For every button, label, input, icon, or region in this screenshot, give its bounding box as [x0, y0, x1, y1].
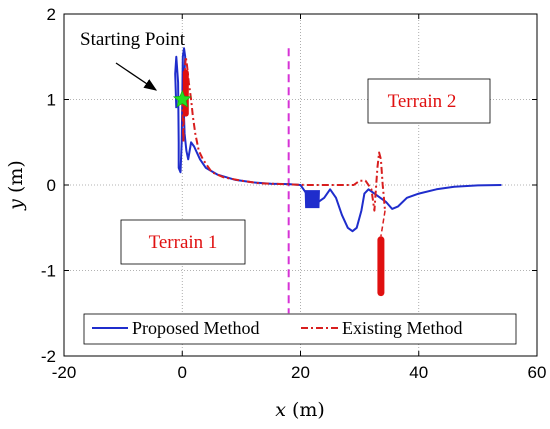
terrain-2-box	[367, 78, 491, 124]
x-tick-label: 20	[291, 363, 310, 382]
series-existing-oscillation	[377, 236, 385, 297]
marker-layer	[172, 89, 192, 108]
starting-point-label: Starting Point	[80, 29, 186, 50]
terrain-1-label: Terrain 1	[149, 232, 218, 253]
legend: Proposed Method Existing Method	[83, 313, 517, 345]
y-tick-label: 0	[47, 176, 56, 195]
series-existing-start-oscillation	[182, 69, 189, 117]
x-tick-label: 40	[409, 363, 428, 382]
series-existing-descent	[380, 210, 386, 237]
legend-proposed-label: Proposed Method	[132, 318, 260, 338]
y-tick-label: -1	[41, 262, 56, 281]
series-line-proposed	[174, 47, 502, 233]
starting-point-arrow	[115, 62, 158, 91]
x-tick-label: 60	[528, 363, 547, 382]
terrain-1-box	[120, 219, 246, 265]
start-star-marker	[172, 89, 192, 108]
series-proposed-chatter	[304, 190, 320, 209]
legend-existing-label: Existing Method	[342, 318, 463, 338]
legend-box	[83, 313, 517, 345]
y-tick-label: -2	[41, 347, 56, 366]
y-tick-label: 1	[47, 91, 56, 110]
y-axis-label: y (m)	[5, 160, 27, 211]
ticks: -20 0 20 40 60 -2 -1 0 1 2	[41, 5, 547, 382]
y-tick-label: 2	[47, 5, 56, 24]
x-tick-label: 0	[178, 363, 187, 382]
x-axis-label: x (m)	[275, 399, 325, 421]
series-line-existing	[181, 55, 386, 212]
terrain-2-label: Terrain 2	[388, 91, 457, 112]
x-tick-label: -20	[52, 363, 77, 382]
